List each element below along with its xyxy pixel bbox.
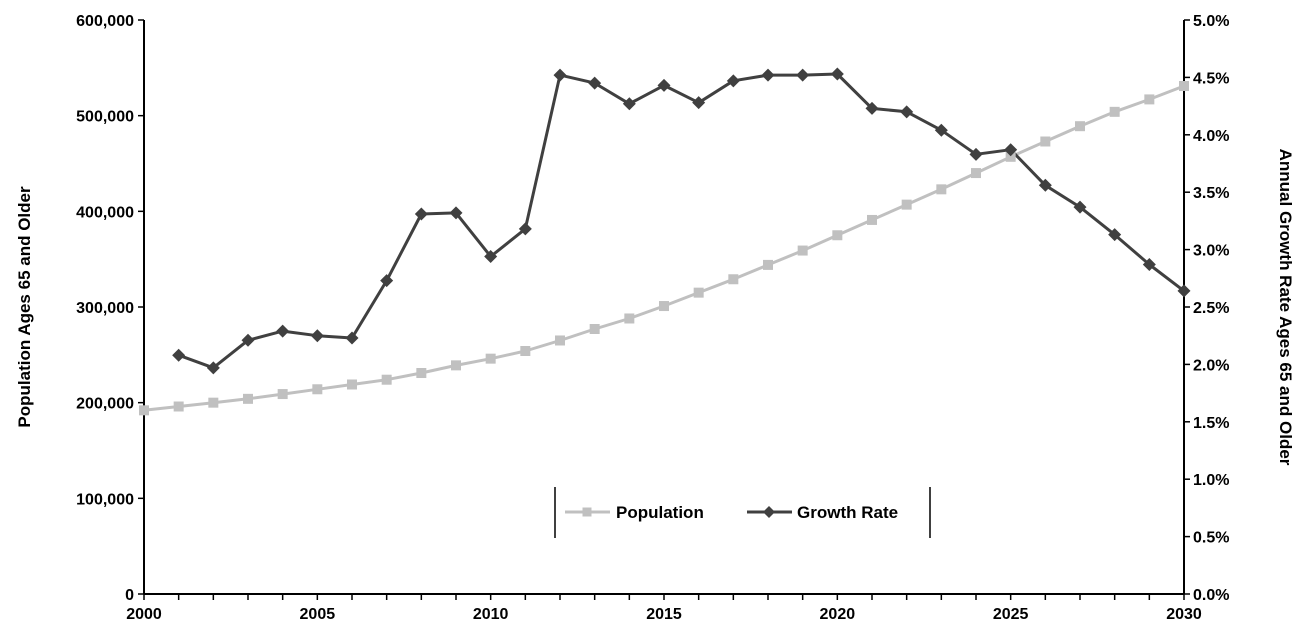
growth-rate-point [276,324,290,338]
series-markers [139,67,1191,416]
population-point [312,384,323,395]
population-point [1075,121,1085,132]
legend-population-label: Population [616,503,704,522]
growth-rate-point [969,147,983,161]
growth-rate-point [622,97,636,111]
growth-rate-point [484,249,498,263]
x-tick-label: 2005 [300,606,336,623]
growth-rate-point [1142,258,1156,272]
right-tick-label: 1.0% [1193,472,1229,489]
population-point [589,324,600,335]
left-tick-label: 200,000 [76,396,134,413]
population-point [1109,106,1120,117]
growth-rate-point [518,222,532,236]
growth-rate-point [553,68,567,82]
series-lines [143,72,1185,412]
growth-rate-point [310,329,324,343]
population-point [728,274,739,285]
right-tick-label: 4.5% [1193,70,1229,87]
left-tick-label: 600,000 [76,13,134,30]
growth-rate-line [178,72,1185,370]
growth-rate-point [345,331,359,345]
population-point [520,346,531,357]
growth-rate-point [934,123,948,137]
population-point [936,184,947,195]
growth-rate-point [726,74,740,88]
growth-rate-point [241,333,255,347]
population-point [139,405,149,416]
growth-rate-point [206,361,220,375]
population-point [797,245,808,256]
right-tick-label: 3.5% [1193,185,1229,202]
right-tick-label: 0.0% [1193,587,1229,604]
population-point [347,379,357,390]
right-tick-label: 2.0% [1193,357,1229,374]
population-point [832,230,843,241]
growth-rate-point [588,76,602,90]
right-tick-label: 4.0% [1193,128,1229,145]
population-point [485,353,496,364]
right-tick-label: 5.0% [1193,13,1229,30]
population-point [971,168,981,179]
right-tick-label: 3.0% [1193,243,1229,260]
right-tick-label: 1.5% [1193,415,1229,432]
left-tick-label: 100,000 [76,491,134,508]
growth-rate-point [657,78,671,92]
left-axis-title: Population Ages 65 and Older [15,186,34,428]
population-point [277,389,288,400]
growth-rate-point [865,101,879,115]
population-point [173,401,184,412]
left-tick-label: 400,000 [76,204,134,221]
growth-rate-point [1177,284,1191,298]
growth-rate-point [900,105,914,119]
growth-rate-point [449,206,463,220]
x-tick-label: 2020 [820,606,856,623]
legend-growth-marker [763,506,775,518]
growth-rate-point [761,68,775,82]
left-tick-label: 300,000 [76,300,134,317]
population-point [451,360,461,371]
population-line [143,84,1185,412]
growth-rate-point [172,348,186,362]
ticks: 0 100,000 200,000 300,000 400,000 500,000 600,… [76,13,1229,623]
x-tick-label: 2030 [1166,606,1202,623]
population-point [243,393,253,404]
population-point [208,397,219,408]
population-point [1005,151,1016,162]
growth-rate-point [1108,228,1122,242]
legend-population-marker [582,507,592,517]
growth-rate-point [414,207,428,221]
growth-rate-point [1073,200,1087,214]
population-point [1179,81,1189,92]
population-point [763,259,773,270]
right-axis-title: Annual Growth Rate Ages 65 and Older [1276,149,1295,466]
legend: Population Growth Rate [554,487,931,538]
population-point [901,199,912,210]
population-point [659,301,669,312]
population-point [555,335,565,346]
growth-rate-point [1004,143,1018,157]
population-point [1144,94,1155,105]
right-tick-label: 0.5% [1193,530,1229,547]
right-tick-label: 2.5% [1193,300,1229,317]
left-tick-label: 500,000 [76,109,134,126]
growth-rate-point [1038,178,1052,192]
population-point [416,368,427,379]
growth-rate-point [796,68,810,82]
legend-growth-label: Growth Rate [797,503,898,522]
x-tick-label: 2000 [126,606,162,623]
population-point [1040,136,1051,147]
left-tick-label: 0 [125,587,134,604]
population-point [624,313,635,324]
population-point [867,214,877,225]
population-point [381,374,392,385]
x-tick-label: 2025 [993,606,1029,623]
x-tick-label: 2010 [473,606,509,623]
growth-rate-point [692,96,706,110]
growth-rate-point [380,274,394,288]
population-point [693,287,704,298]
growth-rate-point [830,67,844,81]
x-tick-label: 2015 [646,606,682,623]
